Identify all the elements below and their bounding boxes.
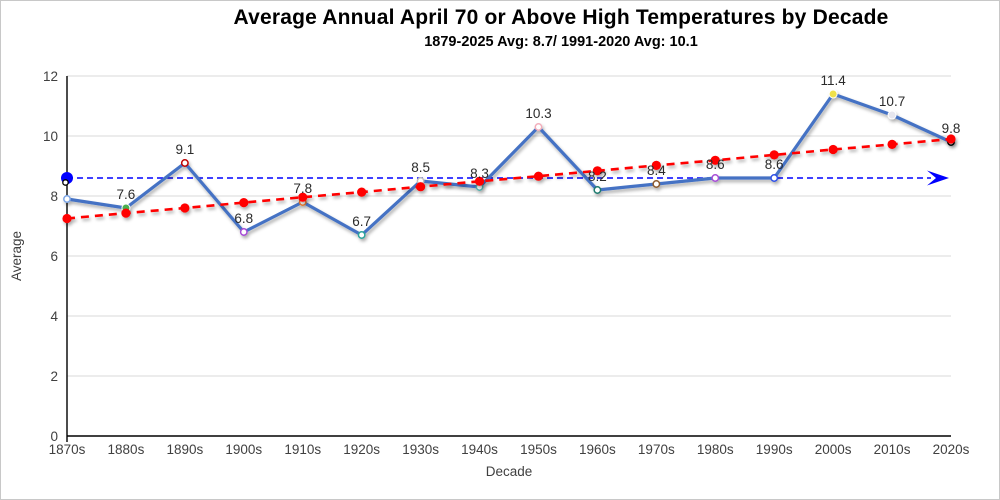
data-label: 8.4 [647, 163, 666, 178]
x-tick-label: 1880s [108, 442, 145, 457]
x-tick-label: 1950s [520, 442, 557, 457]
data-point-marker [180, 159, 189, 167]
data-label: 8.6 [765, 157, 784, 172]
x-axis-title: Decade [486, 464, 533, 479]
data-point-marker [770, 174, 779, 182]
data-point-marker [239, 228, 248, 236]
x-tick-label: 1930s [402, 442, 439, 457]
x-tick-label: 1910s [284, 442, 321, 457]
trend-series-group [62, 134, 956, 224]
trend-point-marker [180, 203, 190, 213]
x-tick-label: 1980s [697, 442, 734, 457]
data-point-marker [652, 180, 661, 188]
trend-point-marker [710, 155, 720, 165]
data-label: 11.4 [820, 73, 846, 88]
trend-point-marker [651, 160, 661, 170]
data-label: 9.8 [942, 121, 961, 136]
data-label: 8.2 [588, 169, 607, 184]
main-series-line [65, 92, 953, 237]
y-tick-label: 0 [50, 429, 58, 444]
y-tick-label: 6 [50, 249, 58, 264]
data-label: 10.3 [525, 106, 551, 121]
chart-subtitle: 1879-2025 Avg: 8.7/ 1991-2020 Avg: 10.1 [424, 34, 698, 50]
trend-point-marker [357, 187, 367, 197]
x-tick-label: 1920s [343, 442, 380, 457]
trend-point-marker [121, 208, 131, 218]
data-label: 7.8 [293, 181, 312, 196]
data-point-marker [534, 123, 543, 131]
trend-point-marker [533, 171, 544, 181]
chart-title: Average Annual April 70 or Above High Te… [233, 6, 889, 29]
trend-point-marker [298, 192, 308, 202]
data-point-marker [828, 89, 838, 99]
trend-point-marker [828, 144, 838, 155]
x-tick-label: 2000s [815, 442, 852, 457]
main-series-group [63, 89, 955, 239]
x-tick-label: 1960s [579, 442, 616, 457]
x-tick-label: 1940s [461, 442, 498, 457]
trend-point-marker [239, 198, 249, 208]
data-label: 8.5 [411, 160, 430, 175]
data-label: 8.6 [706, 157, 725, 172]
trend-point-marker [769, 150, 779, 160]
y-tick-label: 12 [43, 69, 58, 84]
trend-point-marker [416, 182, 426, 192]
data-label: 10.7 [879, 94, 905, 109]
y-tick-label: 2 [50, 369, 58, 384]
x-tick-label: 1870s [49, 442, 86, 457]
data-point-marker [711, 174, 720, 182]
data-label: 9.1 [175, 142, 194, 157]
y-tick-label: 8 [50, 189, 58, 204]
axis-small-marker [62, 179, 69, 186]
trend-line [66, 137, 952, 220]
y-axis-title: Average [9, 231, 24, 281]
x-tick-label: 1890s [166, 442, 203, 457]
trend-point-marker [62, 213, 72, 224]
data-label: 7.6 [117, 187, 136, 202]
y-tick-label: 4 [50, 309, 58, 324]
data-point-marker [357, 231, 366, 239]
data-point-marker [593, 186, 602, 194]
x-tick-label: 2020s [933, 442, 970, 457]
data-label: 6.8 [234, 211, 253, 226]
x-tick-label: 2010s [874, 442, 911, 457]
data-label: 8.3 [470, 166, 489, 181]
x-tick-label: 1970s [638, 442, 675, 457]
data-point-marker [63, 195, 71, 203]
data-point-marker [887, 110, 897, 120]
x-tick-label: 1900s [225, 442, 262, 457]
trend-point-marker [474, 176, 485, 186]
trend-point-marker [887, 139, 897, 149]
y-tick-label: 10 [43, 129, 58, 144]
x-tick-label: 1990s [756, 442, 793, 457]
average-line-arrowhead [927, 170, 949, 186]
trend-point-marker [592, 166, 603, 176]
trend-point-marker [946, 134, 956, 144]
data-label: 6.7 [352, 214, 371, 229]
